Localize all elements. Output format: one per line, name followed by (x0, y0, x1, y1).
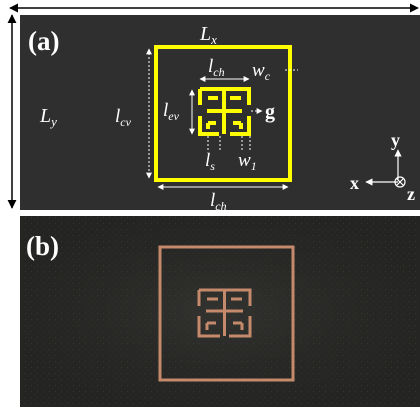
outer-square-ring (154, 45, 292, 182)
lev-label: lev (163, 100, 180, 123)
ly-label: Ly (39, 105, 57, 129)
lcv-label: lcv (115, 106, 132, 129)
resonator-bottom-left (198, 116, 219, 136)
lch-outer-label: lch (210, 190, 227, 213)
g-label: g (265, 101, 275, 123)
z-axis-label: z (407, 184, 415, 204)
coordinate-axes: y x z (350, 130, 415, 204)
copper-outer-ring (158, 245, 295, 382)
inner-resonator (198, 87, 251, 136)
wc-label: wc (252, 60, 271, 83)
lx-label: Lx (199, 23, 217, 47)
copper-bottom-left (197, 316, 220, 338)
copper-bottom-right (229, 316, 252, 338)
ls-label: ls (205, 150, 215, 173)
copper-top-right (199, 288, 252, 306)
panel-b: (b) (20, 216, 420, 407)
copper-inner-resonator (197, 288, 252, 338)
resonator-bottom-right (230, 116, 251, 136)
resonator-top-right (200, 87, 251, 105)
z-axis-circle (394, 176, 406, 188)
w1-label: w1 (238, 150, 257, 173)
z-axis-cross-b (396, 178, 404, 186)
panel-a-label: (a) (28, 26, 59, 56)
x-axis-label: x (350, 173, 359, 193)
lch-inner-label: lch (208, 56, 225, 79)
y-axis-label: y (391, 130, 400, 150)
panel-b-label: (b) (26, 231, 59, 261)
panel-a: (a) Lx Ly lcv lch (7, 14, 420, 213)
